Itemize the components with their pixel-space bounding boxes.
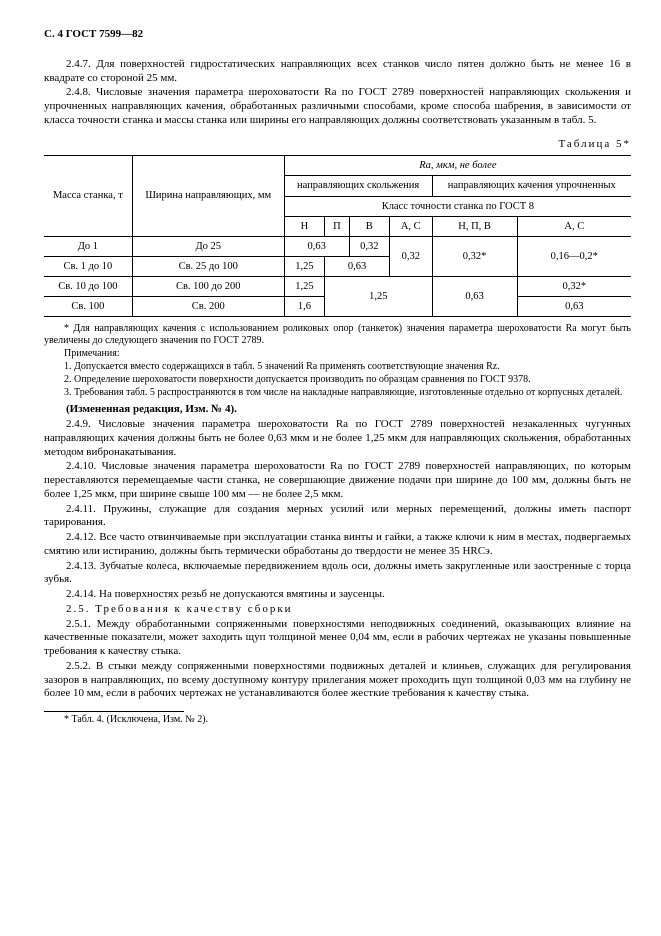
th-ac1: А, С [389, 216, 432, 236]
th-ac2: А, С [517, 216, 631, 236]
document-page: С. 4 ГОСТ 7599—82 2.4.7. Для поверхносте… [0, 0, 661, 936]
footer-text: * Табл. 4. (Исключена, Изм. № 2). [44, 714, 631, 727]
cell-mass-2: Св. 1 до 10 [44, 256, 132, 276]
note-2: 2. Определение шероховатости поверхности… [44, 374, 631, 386]
cell-mass-3: Св. 10 до 100 [44, 277, 132, 297]
para-2-4-10: 2.4.10. Числовые значения параметра шеро… [44, 460, 631, 501]
note-3: 3. Требования табл. 5 распространяются в… [44, 387, 631, 399]
note-star: * Для направляющих качения с использован… [44, 323, 631, 347]
note-1: 1. Допускается вместо содержащихся в таб… [44, 361, 631, 373]
cell-r12-npv: 0,32* [432, 236, 517, 276]
cell-r2-n: 1,25 [284, 256, 324, 276]
cell-r12-ac: 0,32 [389, 236, 432, 276]
para-2-4-9: 2.4.9. Числовые значения параметра шерох… [44, 418, 631, 459]
cell-r4-ac2: 0,63 [517, 297, 631, 317]
cell-r2-pv: 0,63 [325, 256, 390, 276]
table-caption: Таблица 5* [44, 138, 631, 152]
para-2-5-2: 2.5.2. В стыки между сопряженными поверх… [44, 660, 631, 701]
th-v: В [349, 216, 389, 236]
th-npv: Н, П, В [432, 216, 517, 236]
cell-r4-n: 1,6 [284, 297, 324, 317]
th-width: Ширина направляющих, мм [132, 156, 284, 237]
th-slide: направляющих скольжения [284, 176, 432, 196]
cell-width-3: Св. 100 до 200 [132, 277, 284, 297]
para-2-4-8: 2.4.8. Числовые значения параметра шерох… [44, 86, 631, 127]
th-p: П [325, 216, 349, 236]
cell-width-4: Св. 200 [132, 297, 284, 317]
cell-r1-np: 0,63 [284, 236, 349, 256]
cell-mass-1: До 1 [44, 236, 132, 256]
notes-title: Примечания: [44, 348, 631, 360]
cell-width-2: Св. 25 до 100 [132, 256, 284, 276]
change-note: (Измененная редакция, Изм. № 4). [44, 403, 631, 417]
table-5: Масса станка, т Ширина направляющих, мм … [44, 155, 631, 317]
para-2-4-7: 2.4.7. Для поверхностей гидростатических… [44, 58, 631, 86]
cell-mass-4: Св. 100 [44, 297, 132, 317]
para-2-5-1: 2.5.1. Между обработанными сопряженными … [44, 618, 631, 659]
cell-width-1: До 25 [132, 236, 284, 256]
cell-r34-npv: 0,63 [432, 277, 517, 317]
th-mass: Масса станка, т [44, 156, 132, 237]
section-2-5-title: 2.5. Требования к качеству сборки [44, 603, 631, 617]
footer-rule [44, 711, 184, 712]
para-2-4-14: 2.4.14. На поверхностях резьб не допуска… [44, 588, 631, 602]
cell-r3-n: 1,25 [284, 277, 324, 297]
th-n: Н [284, 216, 324, 236]
table-footnotes: * Для направляющих качения с использован… [44, 323, 631, 399]
cell-r34-pvac: 1,25 [325, 277, 432, 317]
cell-r1-v: 0,32 [349, 236, 389, 256]
th-roll: направляющих качения упрочненных [432, 176, 631, 196]
page-header: С. 4 ГОСТ 7599—82 [44, 28, 631, 42]
th-ra: Ra, мкм, не более [284, 156, 631, 176]
para-2-4-13: 2.4.13. Зубчатые колеса, включаемые пере… [44, 560, 631, 588]
cell-r12-ac2: 0,16—0,2* [517, 236, 631, 276]
para-2-4-11: 2.4.11. Пружины, служащие для создания м… [44, 503, 631, 531]
cell-r3-ac2: 0,32* [517, 277, 631, 297]
para-2-4-12: 2.4.12. Все часто отвинчиваемые при эксп… [44, 531, 631, 559]
section-2-5-text: 2.5. Требования к качеству сборки [66, 603, 293, 615]
th-class: Класс точности станка по ГОСТ 8 [284, 196, 631, 216]
